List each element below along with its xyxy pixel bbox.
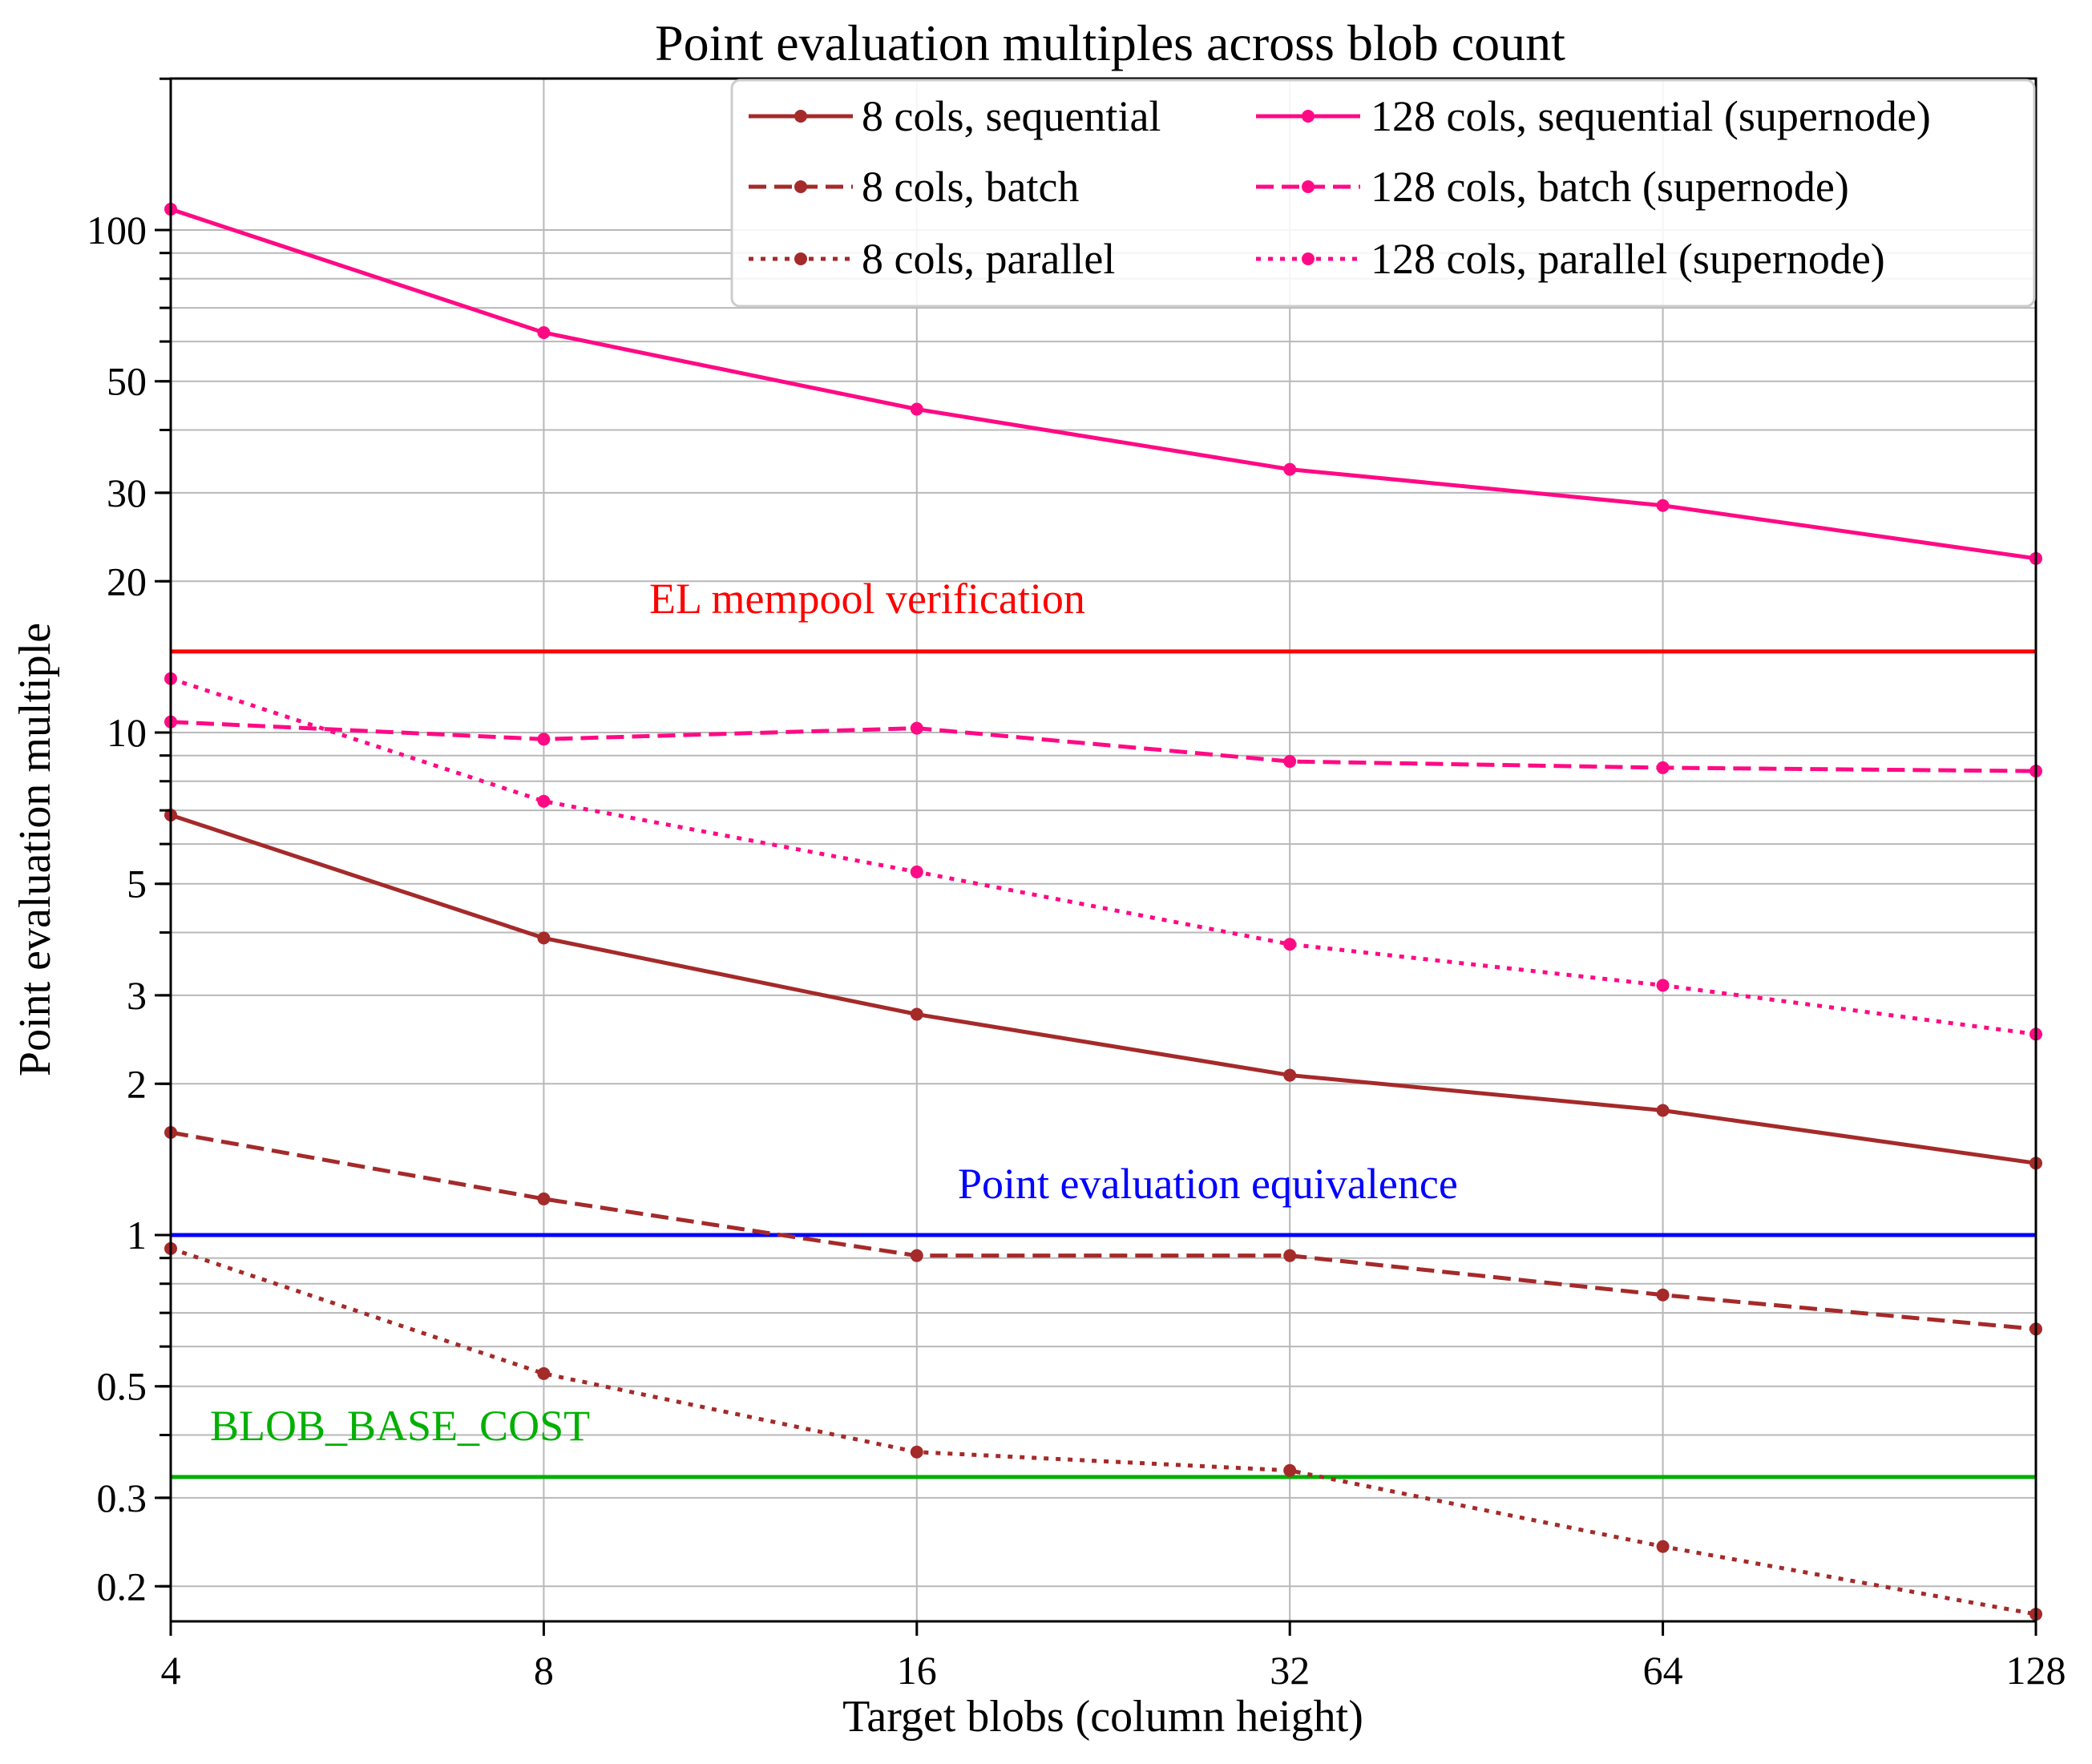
- legend-label: 8 cols, sequential: [862, 92, 1161, 140]
- legend-label: 8 cols, batch: [862, 163, 1079, 211]
- data-point: [1283, 755, 1297, 769]
- x-tick-label: 32: [1270, 1648, 1310, 1693]
- data-point: [1283, 938, 1297, 951]
- y-tick-label: 30: [107, 470, 147, 515]
- major-gridlines: [170, 79, 2037, 1621]
- y-tick-label: 5: [127, 862, 147, 906]
- data-point: [910, 1445, 923, 1459]
- x-tick-label: 8: [534, 1648, 554, 1693]
- legend: 8 cols, sequential 8 cols, batch 8 cols, p…: [730, 79, 2036, 308]
- reference-line-label: Point evaluation equivalence: [958, 1160, 1458, 1208]
- series-line: [164, 715, 2042, 778]
- data-point: [1283, 1068, 1297, 1082]
- legend-marker: [1302, 180, 1315, 193]
- legend-item: 128 cols, batch (supernode): [1256, 163, 1849, 211]
- plot-frame: [169, 77, 2037, 1623]
- y-tick-label: 10: [107, 710, 147, 755]
- legend-item: 8 cols, batch: [749, 163, 1079, 211]
- y-tick-label: 0.3: [97, 1475, 147, 1520]
- reference-line-label: EL mempool verification: [649, 575, 1085, 623]
- series-line: [164, 672, 2042, 1041]
- chart-title: Point evaluation multiples across blob c…: [655, 14, 1565, 71]
- legend-item: 128 cols, parallel (supernode): [1256, 235, 1885, 283]
- y-axis-label: Point evaluation multiple: [10, 623, 60, 1076]
- series-line: [164, 1126, 2042, 1336]
- x-axis-label: Target blobs (column height): [842, 1692, 1363, 1742]
- data-point: [1656, 1288, 1670, 1302]
- data-series: [164, 203, 2042, 1621]
- data-point: [537, 1192, 551, 1205]
- y-tick-label: 2: [127, 1061, 147, 1106]
- series-line: [164, 809, 2042, 1170]
- legend-item: 8 cols, sequential: [749, 92, 1161, 140]
- y-tick-label: 3: [127, 973, 147, 1018]
- data-point: [910, 1249, 923, 1262]
- legend-label: 128 cols, batch (supernode): [1371, 163, 1849, 211]
- y-tick-label: 100: [87, 208, 147, 252]
- data-point: [1283, 1249, 1297, 1262]
- data-point: [537, 931, 551, 945]
- x-tick-label: 4: [161, 1648, 181, 1693]
- data-point: [537, 325, 551, 339]
- data-point: [1656, 1540, 1670, 1553]
- legend-item: 128 cols, sequential (supernode): [1256, 92, 1931, 140]
- legend-marker: [1302, 110, 1315, 123]
- data-point: [537, 1366, 551, 1380]
- data-point: [910, 865, 923, 878]
- data-point: [1656, 979, 1670, 992]
- reference-lines: EL mempool verification Point evaluation …: [171, 575, 2036, 1479]
- legend-frame: [730, 79, 2036, 308]
- y-tick-label: 20: [107, 559, 147, 603]
- legend-label: 128 cols, sequential (supernode): [1371, 92, 1931, 140]
- y-tick-label: 50: [107, 359, 147, 404]
- legend-marker: [1302, 252, 1315, 265]
- data-point: [537, 733, 551, 746]
- legend-item: 8 cols, parallel: [749, 235, 1115, 283]
- y-axis-ticks: 0.2 0.3 0.5 1 2 3 5 10 20 30 50 100: [87, 77, 171, 1609]
- data-point: [537, 794, 551, 808]
- legend-marker: [794, 180, 807, 193]
- data-point: [910, 1007, 923, 1021]
- data-point: [1283, 1463, 1297, 1477]
- data-point: [910, 721, 923, 735]
- data-point: [1283, 462, 1297, 476]
- x-tick-label: 128: [2006, 1648, 2066, 1693]
- data-point: [1656, 761, 1670, 774]
- x-tick-label: 64: [1643, 1648, 1683, 1693]
- legend-label: 128 cols, parallel (supernode): [1371, 235, 1885, 283]
- x-tick-label: 16: [897, 1648, 937, 1693]
- y-tick-label: 0.5: [97, 1364, 147, 1409]
- legend-label: 8 cols, parallel: [862, 235, 1115, 283]
- data-point: [1656, 1104, 1670, 1117]
- data-point: [910, 402, 923, 416]
- data-point: [1656, 499, 1670, 512]
- legend-marker: [794, 252, 807, 265]
- series-line: [164, 1241, 2042, 1621]
- y-tick-label: 1: [127, 1213, 147, 1257]
- x-axis-ticks: 4 8 16 32 64 128: [161, 1621, 2066, 1693]
- reference-line-label: BLOB_BASE_COST: [210, 1402, 590, 1450]
- legend-marker: [794, 110, 807, 123]
- y-tick-label: 0.2: [97, 1564, 147, 1609]
